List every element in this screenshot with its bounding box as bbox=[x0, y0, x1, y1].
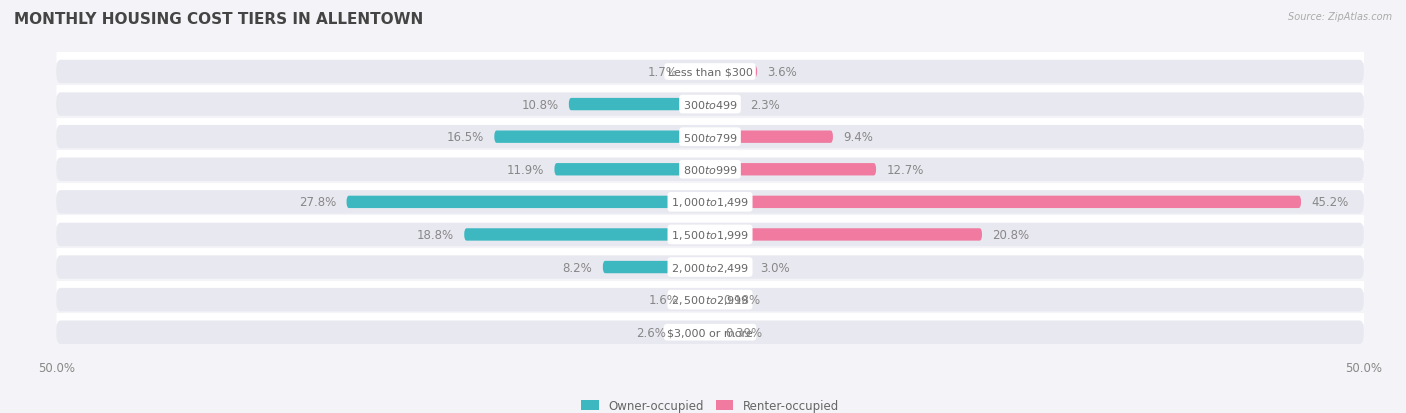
FancyBboxPatch shape bbox=[710, 326, 716, 339]
Text: $1,500 to $1,999: $1,500 to $1,999 bbox=[671, 228, 749, 241]
Text: 1.7%: 1.7% bbox=[648, 66, 678, 79]
FancyBboxPatch shape bbox=[569, 99, 710, 111]
FancyBboxPatch shape bbox=[603, 261, 710, 273]
FancyBboxPatch shape bbox=[56, 321, 1364, 344]
FancyBboxPatch shape bbox=[710, 196, 1301, 209]
Text: 0.39%: 0.39% bbox=[725, 326, 762, 339]
FancyBboxPatch shape bbox=[710, 66, 756, 78]
FancyBboxPatch shape bbox=[710, 164, 876, 176]
Text: 3.6%: 3.6% bbox=[768, 66, 797, 79]
FancyBboxPatch shape bbox=[495, 131, 710, 144]
Text: Less than $300: Less than $300 bbox=[668, 67, 752, 77]
Text: 12.7%: 12.7% bbox=[887, 164, 924, 176]
FancyBboxPatch shape bbox=[688, 66, 710, 78]
Text: 20.8%: 20.8% bbox=[993, 228, 1029, 241]
Text: $3,000 or more: $3,000 or more bbox=[668, 328, 752, 337]
FancyBboxPatch shape bbox=[689, 294, 710, 306]
Text: $1,000 to $1,499: $1,000 to $1,499 bbox=[671, 196, 749, 209]
Legend: Owner-occupied, Renter-occupied: Owner-occupied, Renter-occupied bbox=[576, 394, 844, 413]
Text: 18.8%: 18.8% bbox=[416, 228, 454, 241]
FancyBboxPatch shape bbox=[346, 196, 710, 209]
Text: $800 to $999: $800 to $999 bbox=[682, 164, 738, 176]
Text: 0.18%: 0.18% bbox=[723, 293, 761, 306]
FancyBboxPatch shape bbox=[710, 131, 832, 144]
Text: 16.5%: 16.5% bbox=[447, 131, 484, 144]
Text: 3.0%: 3.0% bbox=[759, 261, 789, 274]
Text: 9.4%: 9.4% bbox=[844, 131, 873, 144]
Text: 8.2%: 8.2% bbox=[562, 261, 592, 274]
Text: 10.8%: 10.8% bbox=[522, 98, 558, 112]
FancyBboxPatch shape bbox=[56, 93, 1364, 116]
Text: 2.3%: 2.3% bbox=[751, 98, 780, 112]
Text: 2.6%: 2.6% bbox=[636, 326, 665, 339]
Text: $2,500 to $2,999: $2,500 to $2,999 bbox=[671, 293, 749, 306]
FancyBboxPatch shape bbox=[56, 158, 1364, 182]
FancyBboxPatch shape bbox=[554, 164, 710, 176]
Text: $300 to $499: $300 to $499 bbox=[682, 99, 738, 111]
FancyBboxPatch shape bbox=[710, 229, 981, 241]
FancyBboxPatch shape bbox=[710, 261, 749, 273]
FancyBboxPatch shape bbox=[710, 294, 713, 306]
FancyBboxPatch shape bbox=[56, 288, 1364, 312]
Text: $500 to $799: $500 to $799 bbox=[682, 131, 738, 143]
FancyBboxPatch shape bbox=[676, 326, 710, 339]
Text: 27.8%: 27.8% bbox=[299, 196, 336, 209]
Text: Source: ZipAtlas.com: Source: ZipAtlas.com bbox=[1288, 12, 1392, 22]
FancyBboxPatch shape bbox=[56, 61, 1364, 84]
Text: $2,000 to $2,499: $2,000 to $2,499 bbox=[671, 261, 749, 274]
FancyBboxPatch shape bbox=[56, 191, 1364, 214]
FancyBboxPatch shape bbox=[464, 229, 710, 241]
FancyBboxPatch shape bbox=[56, 126, 1364, 149]
Text: 1.6%: 1.6% bbox=[648, 293, 679, 306]
Text: 45.2%: 45.2% bbox=[1312, 196, 1348, 209]
FancyBboxPatch shape bbox=[56, 223, 1364, 247]
Text: 11.9%: 11.9% bbox=[506, 164, 544, 176]
FancyBboxPatch shape bbox=[56, 256, 1364, 279]
Text: MONTHLY HOUSING COST TIERS IN ALLENTOWN: MONTHLY HOUSING COST TIERS IN ALLENTOWN bbox=[14, 12, 423, 27]
FancyBboxPatch shape bbox=[710, 99, 740, 111]
